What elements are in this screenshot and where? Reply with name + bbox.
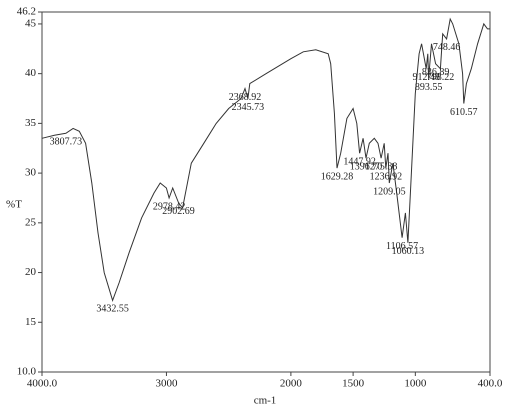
x-tick-label: 400.0 — [478, 378, 503, 390]
y-tick-label: 25 — [25, 216, 37, 228]
y-tick-label: 20 — [25, 266, 37, 278]
peak-label: 1447.92 — [343, 157, 376, 168]
peak-label: 912.48 — [412, 72, 440, 83]
peak-label: 1236.92 — [370, 171, 403, 182]
peak-label: 748.46 — [433, 42, 461, 53]
y-tick-label: 35 — [25, 117, 37, 129]
peak-label: 2902.69 — [162, 206, 195, 217]
peak-label: 3807.73 — [50, 137, 83, 148]
peak-label: 798.22 — [427, 72, 455, 83]
peak-label: 1629.28 — [321, 171, 354, 182]
x-tick-label: 4000.0 — [27, 378, 58, 390]
peak-label: 1106.57 — [386, 241, 418, 252]
x-tick-label: 1500 — [342, 378, 365, 390]
y-tick-label: 40 — [25, 67, 37, 79]
peak-label: 836.89 — [422, 67, 450, 78]
peak-label: 2345.73 — [232, 102, 265, 113]
peak-label: 1396.70 — [350, 161, 383, 172]
spectrum-line — [41, 17, 490, 302]
y-tick-label: 30 — [25, 167, 37, 179]
y-tick-label: 15 — [25, 316, 37, 328]
y-tick-label: 45 — [25, 17, 37, 29]
peak-label: 610.57 — [450, 107, 478, 118]
y-axis-label: %T — [6, 199, 22, 211]
x-tick-label: 3000 — [155, 378, 178, 390]
peak-label: 1209.05 — [373, 186, 406, 197]
peak-label: 2978.42 — [153, 201, 186, 212]
y-tick-label: 46.2 — [17, 6, 36, 18]
x-axis-label: cm-1 — [254, 395, 277, 407]
peak-label: 3432.55 — [96, 304, 129, 315]
x-tick-label: 1000 — [404, 378, 427, 390]
plot-frame — [41, 11, 491, 373]
peak-label: 1275.38 — [365, 161, 398, 172]
peak-label: 1060.13 — [392, 246, 425, 257]
peak-label: 893.55 — [415, 82, 443, 93]
y-tick-label: 10.0 — [17, 366, 37, 378]
x-tick-label: 2000 — [280, 378, 303, 390]
peak-label: 2368.92 — [229, 92, 262, 103]
